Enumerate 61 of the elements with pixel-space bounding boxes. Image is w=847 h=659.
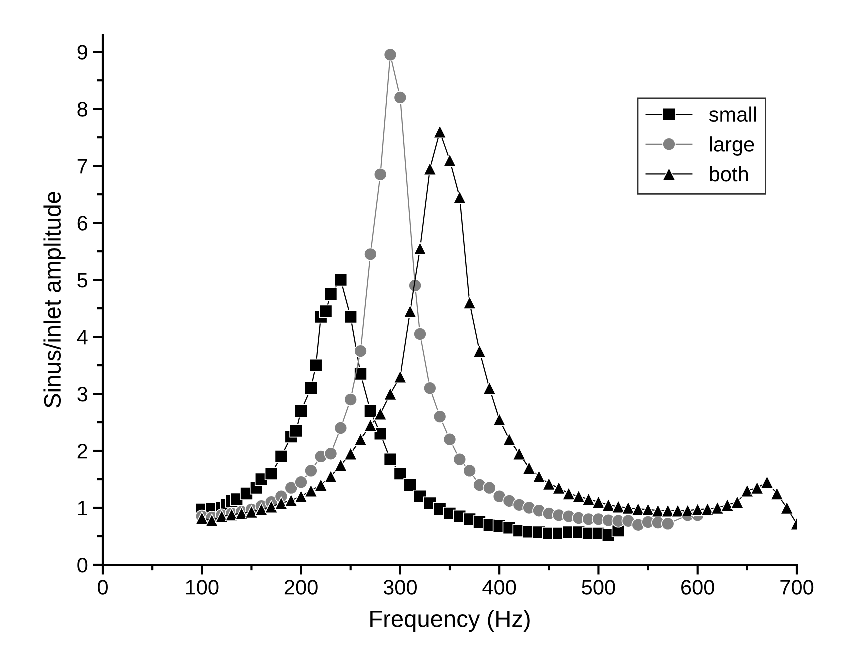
x-tick-label: 500 [582, 580, 616, 595]
point [661, 517, 675, 531]
y-tick-label: 8 [78, 102, 88, 117]
point [502, 494, 516, 508]
x-tick-label: 200 [284, 580, 318, 595]
point [374, 427, 388, 441]
point [274, 450, 288, 464]
y-tick-label: 5 [78, 273, 88, 288]
point [290, 424, 303, 438]
legend-label: both [710, 166, 748, 182]
x-tick-label: 600 [682, 580, 714, 595]
y-tick-label: 1 [78, 501, 88, 516]
y-tick-label: 9 [78, 45, 88, 60]
x-axis-title: Frequency (Hz) [370, 610, 530, 632]
point [384, 48, 398, 62]
point [354, 367, 368, 381]
x-tick-label: 100 [186, 580, 219, 595]
point [414, 328, 427, 341]
point [354, 344, 368, 358]
x-tick-label: 700 [780, 580, 814, 595]
point [424, 382, 437, 396]
point [309, 358, 323, 372]
legend-label: small [709, 106, 756, 122]
point [443, 432, 457, 446]
y-tick-label: 3 [78, 387, 88, 402]
y-axis-title: Sinus/inlet amplitude [44, 192, 66, 408]
point [492, 490, 506, 504]
y-tick-label: 7 [78, 159, 88, 174]
point [404, 478, 418, 492]
y-tick-label: 2 [78, 444, 88, 459]
point [364, 404, 378, 418]
point [394, 467, 408, 480]
point [264, 467, 278, 480]
point [364, 248, 378, 262]
point [334, 422, 348, 435]
x-tick-label: 300 [384, 580, 417, 595]
point [394, 91, 408, 104]
point [482, 481, 496, 495]
point [319, 304, 333, 318]
point [384, 452, 398, 466]
point [324, 447, 338, 461]
point [463, 464, 476, 478]
x-tick-label: 0 [98, 580, 108, 595]
point [433, 410, 447, 424]
point [334, 273, 348, 287]
point [324, 288, 338, 301]
point [344, 393, 358, 406]
point [374, 168, 388, 182]
y-tick-label: 6 [78, 216, 88, 231]
y-tick-label: 4 [77, 330, 88, 345]
y-tick-label: 0 [78, 558, 88, 573]
point [294, 476, 308, 490]
point [453, 452, 467, 466]
point [622, 514, 636, 528]
point [304, 382, 318, 396]
legend-label: large [710, 136, 754, 156]
point [304, 464, 318, 478]
x-tick-label: 400 [482, 580, 516, 595]
point [344, 310, 358, 324]
point [294, 404, 308, 418]
point [284, 481, 298, 495]
